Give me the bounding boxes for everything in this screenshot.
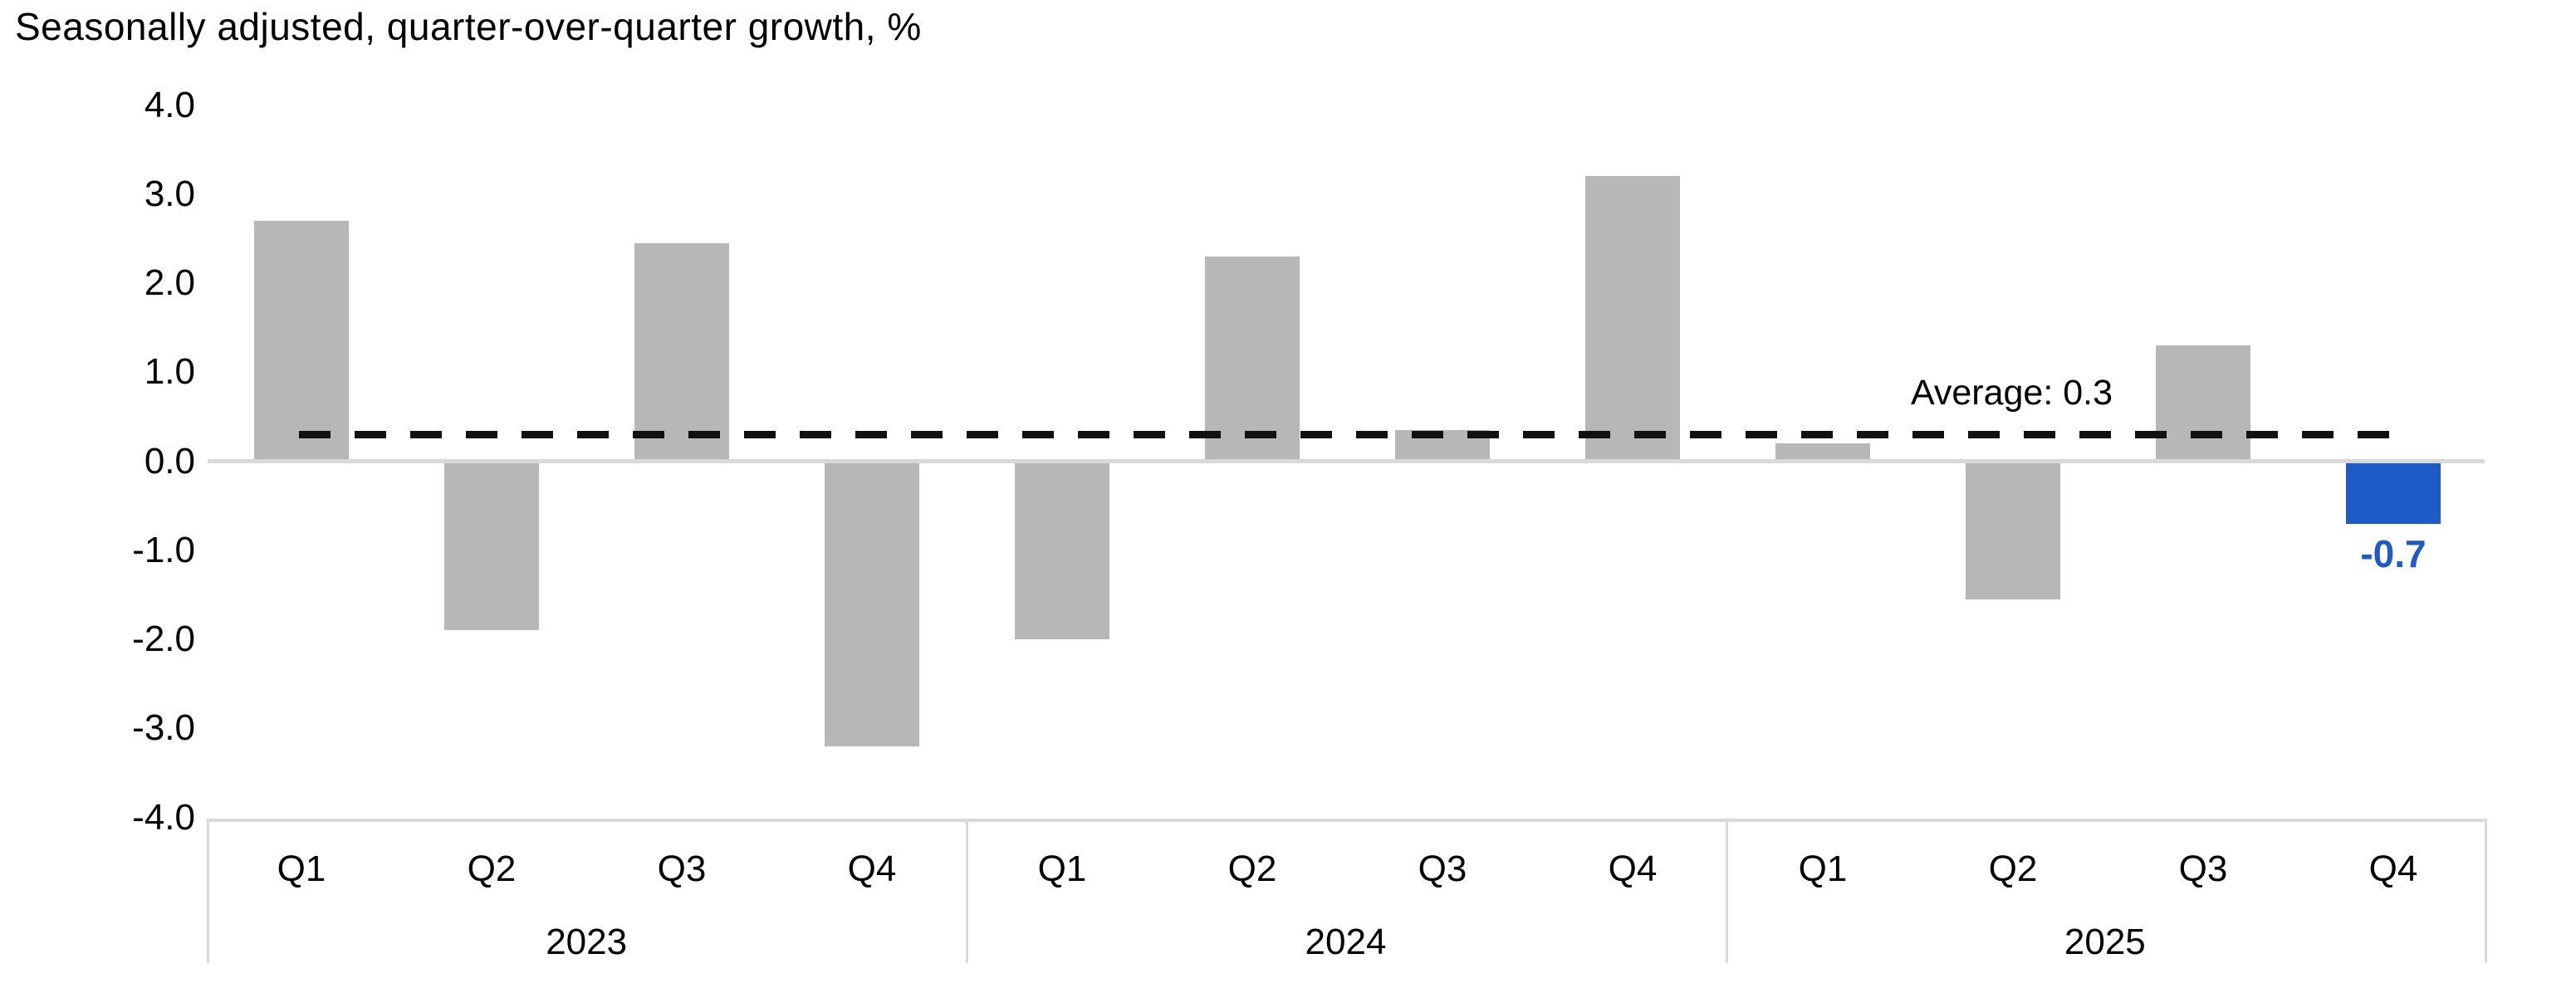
x-axis-quarter-label: Q4: [847, 849, 897, 889]
y-axis-tick-label: 1.0: [144, 351, 195, 393]
year-separator-tick: [2485, 819, 2487, 963]
year-separator-tick: [207, 819, 209, 963]
bar-2023-Q3: [634, 242, 729, 462]
bar-2025-Q2: [1966, 461, 2060, 599]
x-axis-year-label: 2023: [546, 922, 628, 962]
y-axis-tick-label: -3.0: [132, 707, 195, 749]
chart-title: Seasonally adjusted, quarter-over-quarte…: [15, 5, 922, 48]
bar-2024-Q1: [1015, 461, 1109, 639]
year-separator-tick: [1726, 819, 1728, 963]
x-axis-quarter-label: Q2: [1988, 849, 2038, 889]
x-axis-baseline: [208, 819, 2485, 822]
x-axis-quarter-label: Q1: [1037, 849, 1087, 889]
x-axis-quarter-label: Q3: [2178, 849, 2228, 889]
x-axis-quarter-label: Q4: [2368, 849, 2418, 889]
bar-2023-Q4: [825, 461, 919, 746]
y-axis-tick-label: 0.0: [144, 440, 195, 482]
x-axis-year-label: 2024: [1305, 922, 1387, 962]
x-axis-year-label: 2025: [2064, 922, 2146, 962]
bar-2024-Q4: [1585, 176, 1680, 462]
y-axis-tick-label: 4.0: [144, 84, 195, 125]
x-axis-quarter-label: Q2: [1227, 849, 1277, 889]
x-axis-quarter-label: Q1: [277, 849, 326, 889]
bar-2023-Q1: [254, 220, 349, 462]
zero-axis-line: [208, 459, 2485, 463]
x-axis-quarter-label: Q1: [1798, 849, 1848, 889]
bar-2025-Q1: [1775, 443, 1870, 462]
year-separator-tick: [966, 819, 968, 963]
x-axis-quarter-label: Q4: [1608, 849, 1658, 889]
bar-2023-Q2: [444, 461, 539, 631]
bar-2024-Q2: [1205, 256, 1300, 462]
y-axis-tick-label: -2.0: [132, 619, 195, 659]
y-axis-tick-label: -4.0: [132, 796, 195, 838]
bar-2025-Q4: [2346, 461, 2441, 524]
average-dashed-line: [299, 430, 2392, 438]
x-axis-quarter-label: Q2: [467, 849, 517, 889]
y-axis-tick-label: 2.0: [144, 262, 195, 303]
bar-2025-Q3: [2156, 345, 2250, 462]
y-axis-tick-label: 3.0: [144, 173, 195, 214]
y-axis-tick-label: -1.0: [132, 529, 195, 570]
average-value-label: Average: 0.3: [1910, 373, 2113, 413]
x-axis-quarter-label: Q3: [1418, 849, 1467, 889]
highlight-value-label: -0.7: [2360, 532, 2427, 575]
x-axis-quarter-label: Q3: [657, 849, 707, 889]
